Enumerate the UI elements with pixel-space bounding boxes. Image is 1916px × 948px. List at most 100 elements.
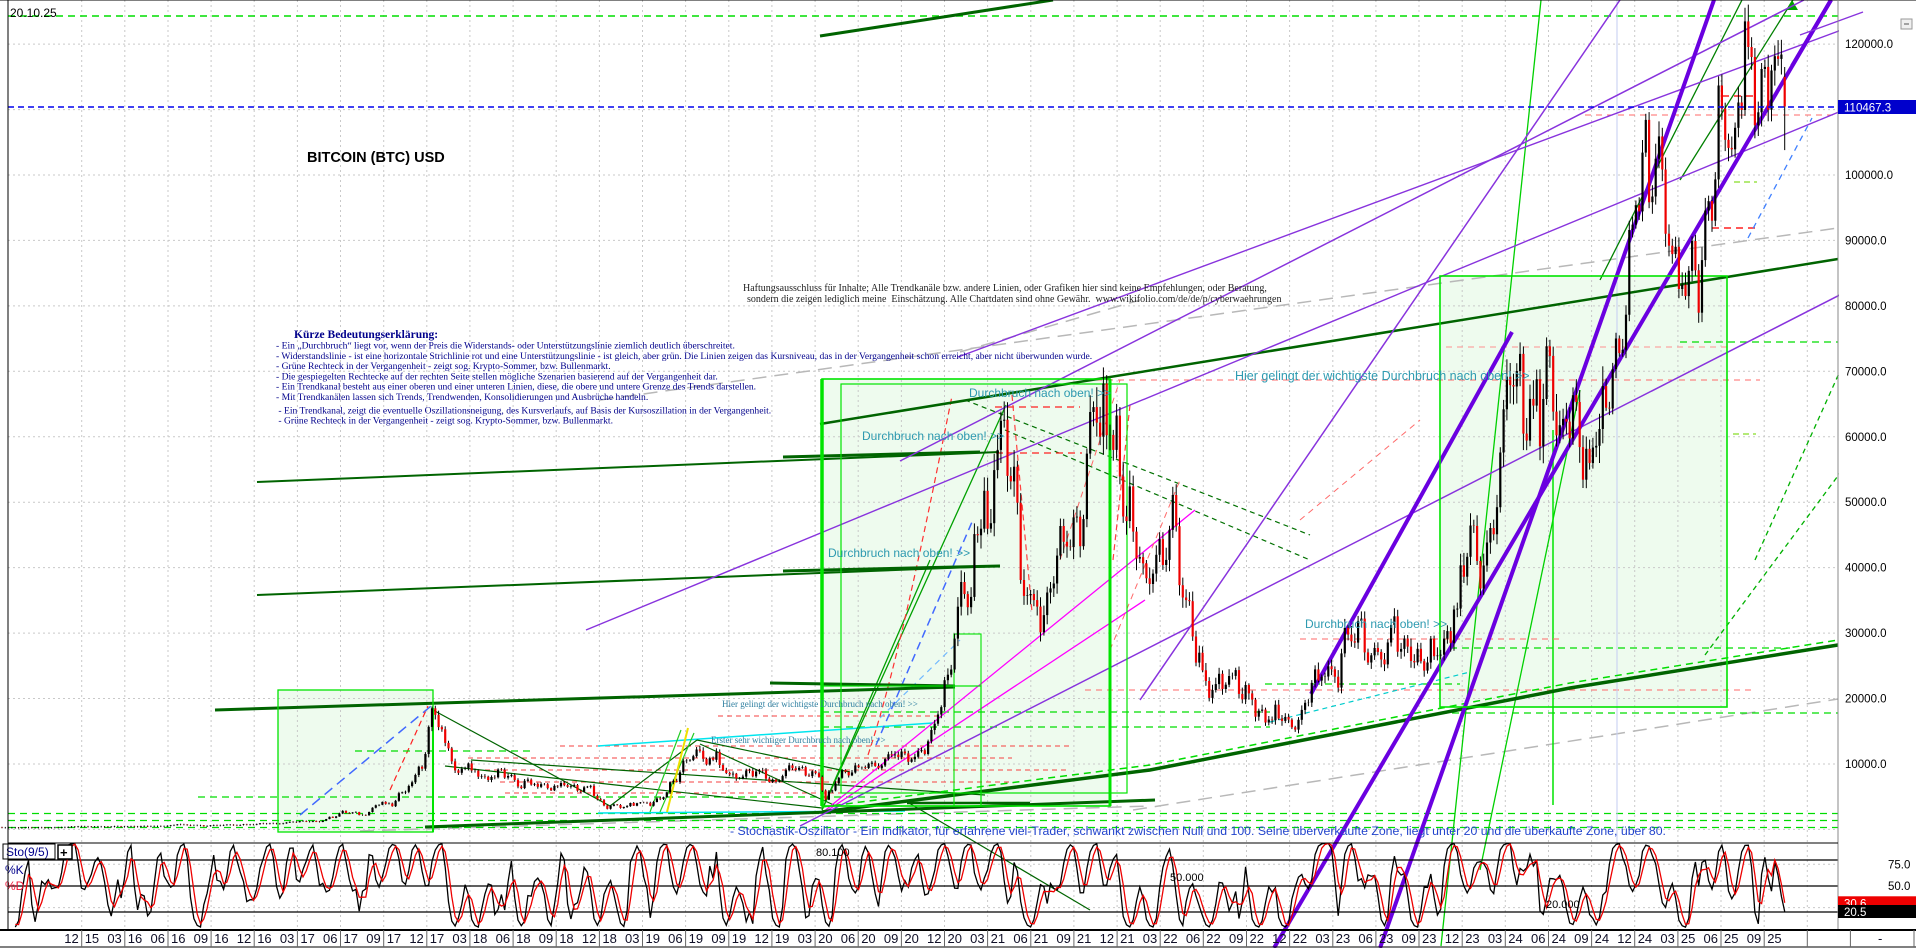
- svg-text:21: 21: [1120, 931, 1134, 946]
- svg-text:23: 23: [1422, 931, 1436, 946]
- svg-text:120000.0: 120000.0: [1845, 39, 1893, 51]
- svg-text:22: 22: [1163, 931, 1177, 946]
- svg-text:09: 09: [194, 931, 208, 946]
- svg-text:18: 18: [473, 931, 487, 946]
- svg-text:- Grüne Rechteck in der Vergan: - Grüne Rechteck in der Vergangenheit - …: [276, 361, 611, 372]
- svg-text:Durchbruch nach oben! >>: Durchbruch nach oben! >>: [828, 546, 970, 560]
- svg-text:20: 20: [904, 931, 918, 946]
- svg-text:03: 03: [1488, 931, 1502, 946]
- svg-text:22: 22: [1206, 931, 1220, 946]
- svg-text:Durchbruch nach oben! >>: Durchbruch nach oben! >>: [1305, 617, 1447, 631]
- svg-text:%D: %D: [5, 879, 25, 893]
- svg-text:25: 25: [1767, 931, 1781, 946]
- svg-text:09: 09: [884, 931, 898, 946]
- svg-text:03: 03: [798, 931, 812, 946]
- svg-text:- Widerstandslinie - ist eine: - Widerstandslinie - ist eine horizontal…: [276, 351, 1092, 362]
- svg-text:06: 06: [668, 931, 682, 946]
- svg-text:09: 09: [1056, 931, 1070, 946]
- svg-text:12: 12: [409, 931, 423, 946]
- svg-text:Kürze Bedeutungserklärung:: Kürze Bedeutungserklärung:: [294, 329, 438, 341]
- svg-text:18: 18: [559, 931, 573, 946]
- svg-text:03: 03: [970, 931, 984, 946]
- svg-text:90000.0: 90000.0: [1845, 235, 1887, 247]
- svg-text:30000.0: 30000.0: [1845, 628, 1887, 640]
- svg-text:06: 06: [1358, 931, 1372, 946]
- svg-text:12: 12: [927, 931, 941, 946]
- svg-text:24: 24: [1508, 931, 1522, 946]
- svg-text:20.000: 20.000: [1546, 899, 1580, 911]
- svg-text:09: 09: [711, 931, 725, 946]
- svg-text:03: 03: [107, 931, 121, 946]
- svg-text:110467.3: 110467.3: [1844, 103, 1891, 115]
- svg-text:25: 25: [1681, 931, 1695, 946]
- svg-text:21: 21: [1034, 931, 1048, 946]
- svg-text:Sto(9/5): Sto(9/5): [6, 845, 49, 859]
- svg-text:06: 06: [1186, 931, 1200, 946]
- svg-text:16: 16: [128, 931, 142, 946]
- svg-text:12: 12: [582, 931, 596, 946]
- svg-text:BITCOIN (BTC) USD: BITCOIN (BTC) USD: [307, 150, 445, 166]
- svg-text:12: 12: [1617, 931, 1631, 946]
- svg-text:- Die gespiegelten Rechtecke a: - Die gespiegelten Rechtecke auf der rec…: [276, 371, 718, 382]
- svg-text:+: +: [60, 845, 68, 860]
- svg-text:19: 19: [689, 931, 703, 946]
- svg-text:25: 25: [1724, 931, 1738, 946]
- svg-text:03: 03: [625, 931, 639, 946]
- svg-text:70000.0: 70000.0: [1845, 366, 1887, 378]
- svg-text:06: 06: [1013, 931, 1027, 946]
- svg-text:09: 09: [539, 931, 553, 946]
- svg-text:20: 20: [948, 931, 962, 946]
- svg-text:17: 17: [300, 931, 314, 946]
- svg-text:06: 06: [323, 931, 337, 946]
- svg-text:- Stochastik-Oszillator - Ein: - Stochastik-Oszillator - Ein Indikator,…: [730, 824, 1666, 838]
- svg-text:21: 21: [1077, 931, 1091, 946]
- svg-text:06: 06: [841, 931, 855, 946]
- svg-text:-: -: [1878, 931, 1882, 946]
- svg-text:24: 24: [1638, 931, 1652, 946]
- svg-text:17: 17: [387, 931, 401, 946]
- svg-text:20: 20: [818, 931, 832, 946]
- svg-text:Hier gelingt der wichtigste Du: Hier gelingt der wichtigste Durchbruch n…: [722, 699, 918, 709]
- svg-text:09: 09: [1402, 931, 1416, 946]
- svg-text:18: 18: [516, 931, 530, 946]
- svg-text:16: 16: [171, 931, 185, 946]
- svg-text:12: 12: [1272, 931, 1286, 946]
- svg-text:20: 20: [861, 931, 875, 946]
- svg-text:- Mit Trendkanälen lassen sich: - Mit Trendkanälen lassen sich Trends, T…: [276, 392, 648, 403]
- svg-text:03: 03: [280, 931, 294, 946]
- svg-text:sondern die zeigen lediglich m: sondern die zeigen lediglich meine Einsc…: [747, 294, 1281, 305]
- svg-text:24: 24: [1552, 931, 1566, 946]
- svg-text:06: 06: [1531, 931, 1545, 946]
- svg-text:10000.0: 10000.0: [1845, 759, 1887, 771]
- svg-text:23: 23: [1379, 931, 1393, 946]
- svg-text:21: 21: [991, 931, 1005, 946]
- svg-text:03: 03: [1660, 931, 1674, 946]
- svg-text:15: 15: [85, 931, 99, 946]
- svg-text:06: 06: [1704, 931, 1718, 946]
- svg-text:06: 06: [151, 931, 165, 946]
- svg-text:- Grüne Rechteck in der Vergan: - Grüne Rechteck in der Vergangenheit - …: [276, 416, 613, 427]
- svg-text:03: 03: [1315, 931, 1329, 946]
- svg-text:- Ein Trendkanal, zeigt die ev: - Ein Trendkanal, zeigt die eventuelle O…: [276, 405, 771, 416]
- svg-text:Erster sehr wichtiger Durchbru: Erster sehr wichtiger Durchbruch nach ob…: [711, 735, 886, 745]
- svg-text:- Ein „Durchbruch“ liegt vor,: - Ein „Durchbruch“ liegt vor, wenn der P…: [276, 341, 735, 352]
- svg-text:19: 19: [775, 931, 789, 946]
- svg-text:12: 12: [64, 931, 78, 946]
- svg-text:20.10.25: 20.10.25: [10, 6, 57, 20]
- svg-text:17: 17: [344, 931, 358, 946]
- svg-text:Durchbruch nach oben! >>: Durchbruch nach oben! >>: [862, 429, 1004, 443]
- svg-text:12: 12: [1445, 931, 1459, 946]
- svg-text:75.0: 75.0: [1888, 859, 1910, 871]
- svg-text:16: 16: [257, 931, 271, 946]
- svg-text:12: 12: [754, 931, 768, 946]
- svg-text:06: 06: [496, 931, 510, 946]
- svg-text:19: 19: [732, 931, 746, 946]
- svg-text:60000.0: 60000.0: [1845, 432, 1887, 444]
- svg-text:%K: %K: [5, 863, 24, 877]
- svg-text:50.000: 50.000: [1170, 872, 1204, 884]
- svg-text:16: 16: [214, 931, 228, 946]
- svg-text:80000.0: 80000.0: [1845, 301, 1887, 313]
- svg-text:09: 09: [1747, 931, 1761, 946]
- svg-text:17: 17: [430, 931, 444, 946]
- svg-text:20.5: 20.5: [1844, 907, 1866, 919]
